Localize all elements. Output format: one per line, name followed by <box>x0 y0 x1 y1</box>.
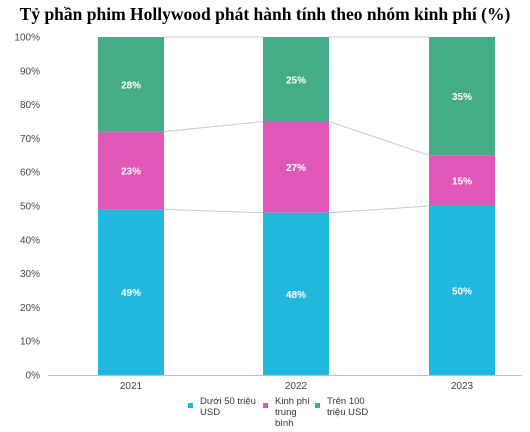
y-tick-label: 60% <box>20 168 40 179</box>
chart-title: Tỷ phần phim Hollywood phát hành tính th… <box>19 4 511 24</box>
x-tick-label: 2022 <box>285 381 308 392</box>
series-connector-line <box>163 208 264 214</box>
data-label: 27% <box>286 163 306 174</box>
y-tick-label: 50% <box>20 202 40 213</box>
data-label: 15% <box>452 177 472 188</box>
series-connector-line <box>328 205 430 214</box>
x-tick-label: 2021 <box>120 381 143 392</box>
legend-swatch <box>188 403 193 408</box>
y-tick-label: 20% <box>20 303 40 314</box>
y-tick-label: 30% <box>20 269 40 280</box>
y-axis: 0% 10% 20% 30% 40% 50% 60% 70% 80% 90% 100% <box>14 33 40 382</box>
stacked-bar-chart: 0% 10% 20% 30% 40% 50% 60% 70% 80% 90% 100% 49% 48%… <box>14 33 522 392</box>
bar-segment <box>429 206 495 375</box>
legend-label: Kinh phí trung bình <box>275 396 310 429</box>
legend-swatch <box>263 403 268 408</box>
legend-label: Trên 100 triệu USD <box>327 396 369 418</box>
bar-segment <box>98 209 164 375</box>
series-connectors <box>163 36 430 214</box>
legend-label: Dưới 50 triệu USD <box>200 396 256 418</box>
y-tick-label: 10% <box>20 337 40 348</box>
data-label: 50% <box>452 287 472 298</box>
data-label: 23% <box>121 167 141 178</box>
series-connector-line <box>328 121 430 156</box>
y-tick-label: 0% <box>26 371 41 382</box>
y-tick-label: 70% <box>20 134 40 145</box>
x-axis: 2021 2022 2023 <box>48 375 522 392</box>
data-label: 25% <box>286 75 306 86</box>
bar-segment <box>429 155 495 206</box>
bar-segment <box>263 121 329 213</box>
data-label: 28% <box>121 80 141 91</box>
y-tick-label: 100% <box>14 33 40 44</box>
data-label: 49% <box>121 288 141 299</box>
bar-segment <box>98 131 164 210</box>
bar-segment <box>98 37 164 132</box>
legend: Dưới 50 triệu USD Kinh phí trung bình Trên… <box>188 396 408 432</box>
y-tick-label: 80% <box>20 100 40 111</box>
bars: 49% 48% 50% 23% 27% 15% 28% 25% 35% <box>98 37 495 375</box>
series-connector-line <box>163 121 264 133</box>
data-label: 48% <box>286 290 306 301</box>
y-tick-label: 90% <box>20 66 40 77</box>
y-tick-label: 40% <box>20 235 40 246</box>
data-label: 35% <box>452 92 472 103</box>
x-tick-label: 2023 <box>451 381 474 392</box>
legend-swatch <box>315 403 320 408</box>
bar-segment <box>263 37 329 122</box>
bar-segment <box>429 37 495 156</box>
bar-segment <box>263 212 329 375</box>
